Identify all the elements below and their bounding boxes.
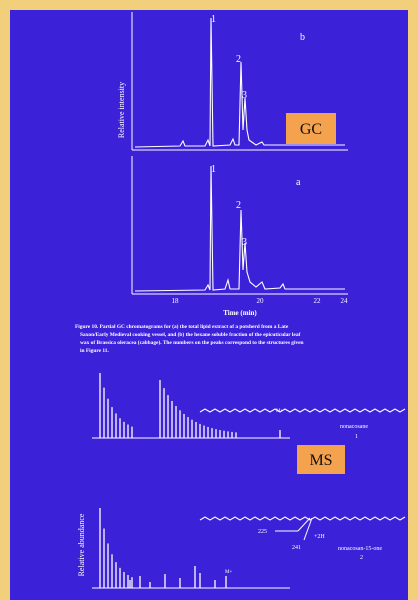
panel-label: b — [300, 32, 305, 43]
fragment-label: 225 — [258, 529, 267, 535]
slide-background — [10, 10, 408, 600]
peak-label: 2 — [236, 200, 241, 211]
x-tick-label: 18 — [172, 297, 180, 305]
fragment-label: +2H — [314, 534, 325, 540]
fragment-pointer — [297, 517, 311, 532]
chromatogram-trace — [134, 165, 345, 292]
peak-label: 1 — [211, 164, 216, 175]
ms-tag: MS — [309, 452, 332, 469]
panel-label: a — [296, 177, 301, 188]
fragment-label: 241 — [292, 545, 301, 551]
caption-line: Figure 10. Partial GC chromatograms for … — [75, 323, 289, 330]
x-tick-label: 24 — [341, 297, 349, 305]
ion-label: M+ — [276, 409, 283, 414]
mass-spectra — [99, 373, 281, 588]
gc-tag-box — [286, 113, 336, 144]
peak-label: 1 — [211, 14, 216, 25]
gc-tag: GC — [300, 121, 322, 138]
compound-name: nonacosane — [340, 424, 368, 430]
fragment-pointer — [303, 517, 313, 541]
y-axis-label: Relative intensity — [117, 82, 126, 138]
compound-number: 2 — [360, 555, 363, 561]
peak-label: 2 — [236, 54, 241, 65]
caption-line: in Figure 11. — [80, 348, 109, 354]
peak-label: 3 — [242, 237, 247, 248]
x-tick-label: 20 — [257, 297, 265, 305]
molecule-chain — [199, 408, 406, 413]
peak-label: 3 — [242, 90, 247, 101]
caption-line: Saxon/Early Medieval cooking vessel, and… — [80, 331, 301, 338]
molecule-chain — [199, 516, 406, 521]
x-axis-label: Time (min) — [223, 309, 257, 317]
compound-number: 1 — [355, 434, 358, 440]
x-tick-label: 22 — [314, 297, 322, 305]
chromatogram-trace — [134, 17, 345, 148]
caption-line: wax of Brassica oleracea (cabbage). The … — [80, 339, 304, 346]
ms-tag-box — [297, 445, 345, 474]
ion-label: M+ — [225, 570, 232, 575]
y-axis-label: Relative abundance — [77, 513, 86, 576]
compound-name: nonacosan-15-one — [338, 546, 382, 552]
